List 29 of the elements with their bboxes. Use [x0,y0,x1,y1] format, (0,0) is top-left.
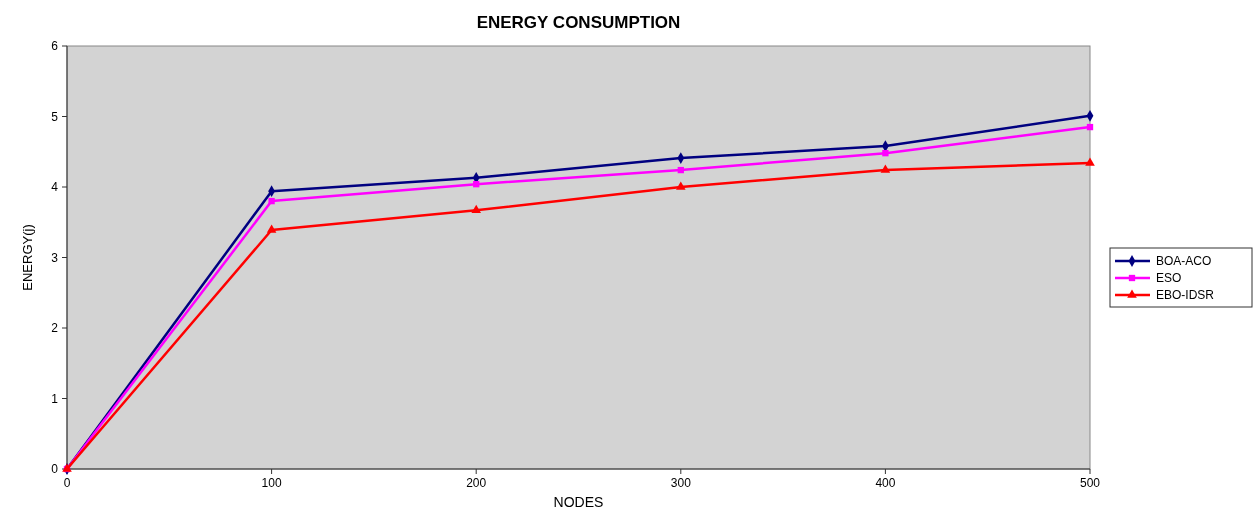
chart-title: ENERGY CONSUMPTION [476,13,681,32]
x-tick-label: 400 [875,476,896,490]
y-tick-label: 3 [51,250,59,265]
y-tick-label: 6 [51,39,59,54]
point [266,224,277,233]
y-axis-title: ENERGY(j) [20,224,35,291]
point [677,166,684,174]
legend-label: ESO [1156,271,1182,286]
legend-label: BOA-ACO [1156,254,1212,269]
y-tick-label: 5 [51,109,59,124]
point [268,197,275,205]
y-tick-label: 0 [51,462,59,477]
x-tick-label: 100 [261,476,282,490]
point [882,150,889,157]
point [1085,157,1095,166]
legend-label: EBO-IDSR [1156,288,1215,303]
x-tick-label: 0 [63,476,71,490]
x-tick-label: 200 [466,476,487,490]
point [880,164,891,173]
point [1086,123,1094,131]
y-tick-label: 2 [51,321,59,336]
x-tick-label: 500 [1079,476,1101,490]
x-tick-label: 300 [670,476,692,490]
x-axis-title: NODES [553,494,604,510]
y-tick-label: 1 [51,391,59,406]
point [471,204,482,214]
y-tick-label: 4 [51,180,59,195]
point [473,181,480,188]
point [675,181,686,190]
